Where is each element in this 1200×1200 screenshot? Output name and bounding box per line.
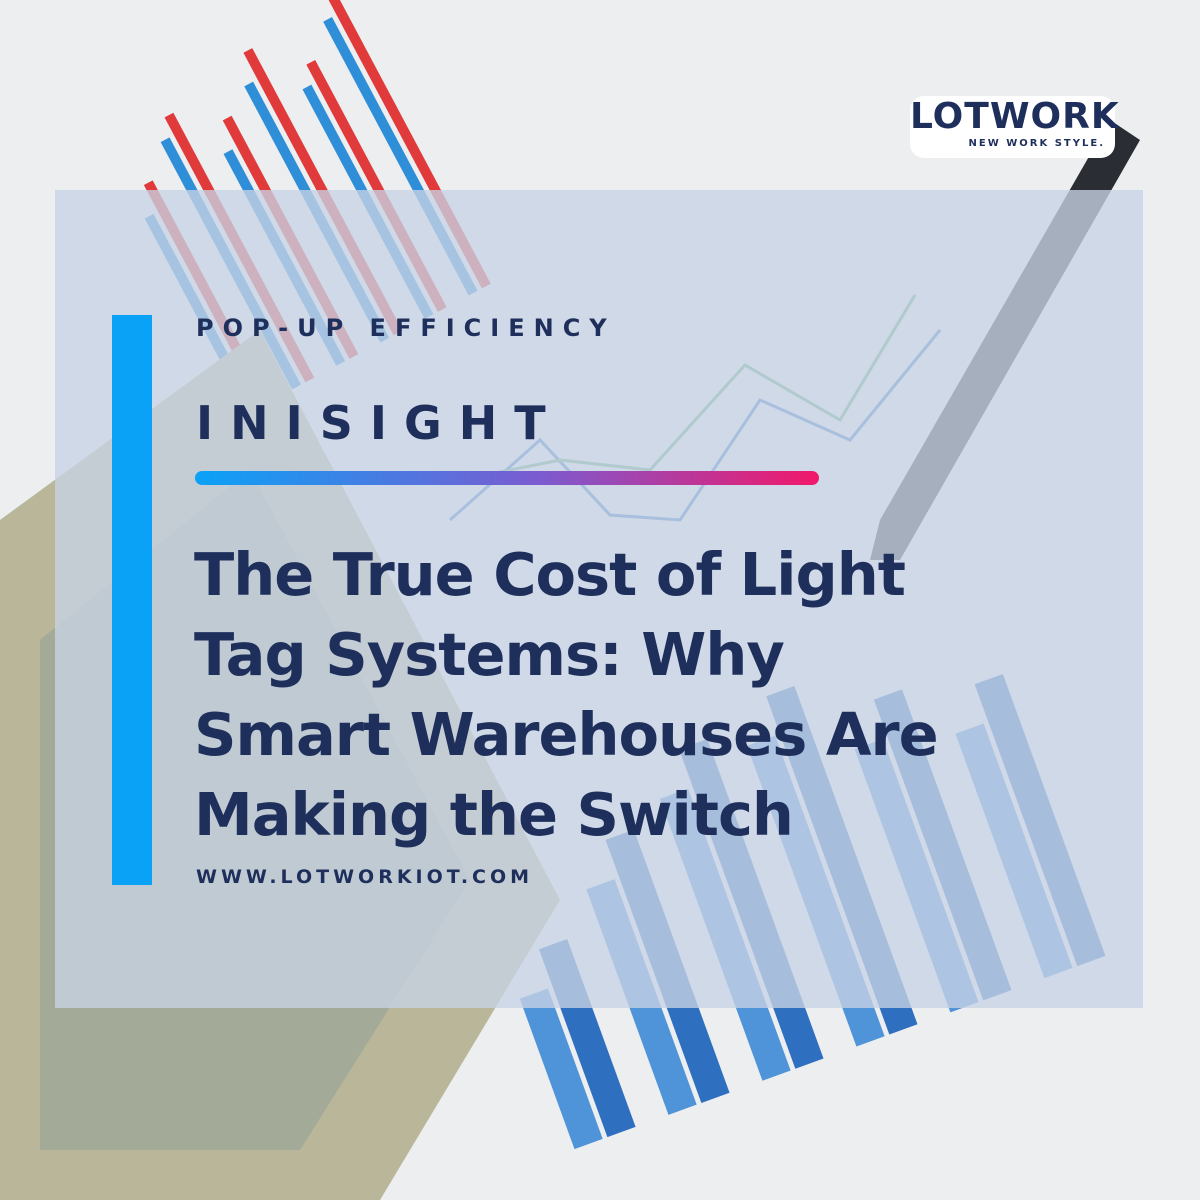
logo-name: LOTWORK xyxy=(910,96,1120,137)
accent-bar xyxy=(112,315,152,885)
headline-line: Smart Warehouses Are xyxy=(194,700,939,769)
logo: LOTWORK NEW WORK STYLE. xyxy=(910,96,1120,158)
gradient-rule xyxy=(195,471,819,485)
kicker: POP-UP EFFICIENCY xyxy=(196,314,616,342)
website-url: WWW.LOTWORKIOT.COM xyxy=(196,866,534,888)
headline: The True Cost of Light Tag Systems: Why Sm… xyxy=(194,535,939,855)
headline-line: Tag Systems: Why xyxy=(194,620,785,689)
section-label: INISIGHT xyxy=(196,396,563,450)
logo-tagline: NEW WORK STYLE. xyxy=(968,138,1105,149)
overlay-panel xyxy=(55,190,1143,1008)
headline-line: The True Cost of Light xyxy=(194,540,906,609)
headline-line: Making the Switch xyxy=(194,780,794,849)
